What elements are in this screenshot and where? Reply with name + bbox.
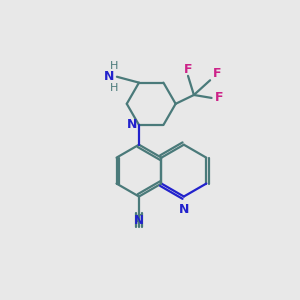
Text: F: F [214, 92, 223, 104]
Text: N: N [103, 70, 114, 83]
Text: F: F [184, 63, 192, 76]
Text: H: H [110, 82, 118, 93]
Text: N: N [179, 203, 189, 216]
Text: F: F [213, 67, 221, 80]
Text: N: N [127, 118, 137, 131]
Text: N: N [134, 214, 144, 227]
Text: H: H [110, 61, 118, 71]
Text: C: C [135, 213, 143, 226]
